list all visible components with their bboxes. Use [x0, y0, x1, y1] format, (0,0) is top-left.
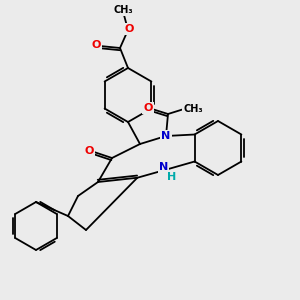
Text: O: O — [84, 146, 94, 156]
Text: H: H — [167, 172, 176, 182]
Text: CH₃: CH₃ — [183, 104, 203, 114]
Text: CH₃: CH₃ — [113, 5, 133, 15]
Text: O: O — [124, 24, 134, 34]
Text: O: O — [143, 103, 153, 113]
Text: O: O — [91, 40, 101, 50]
Text: N: N — [159, 163, 168, 172]
Text: N: N — [161, 131, 171, 141]
